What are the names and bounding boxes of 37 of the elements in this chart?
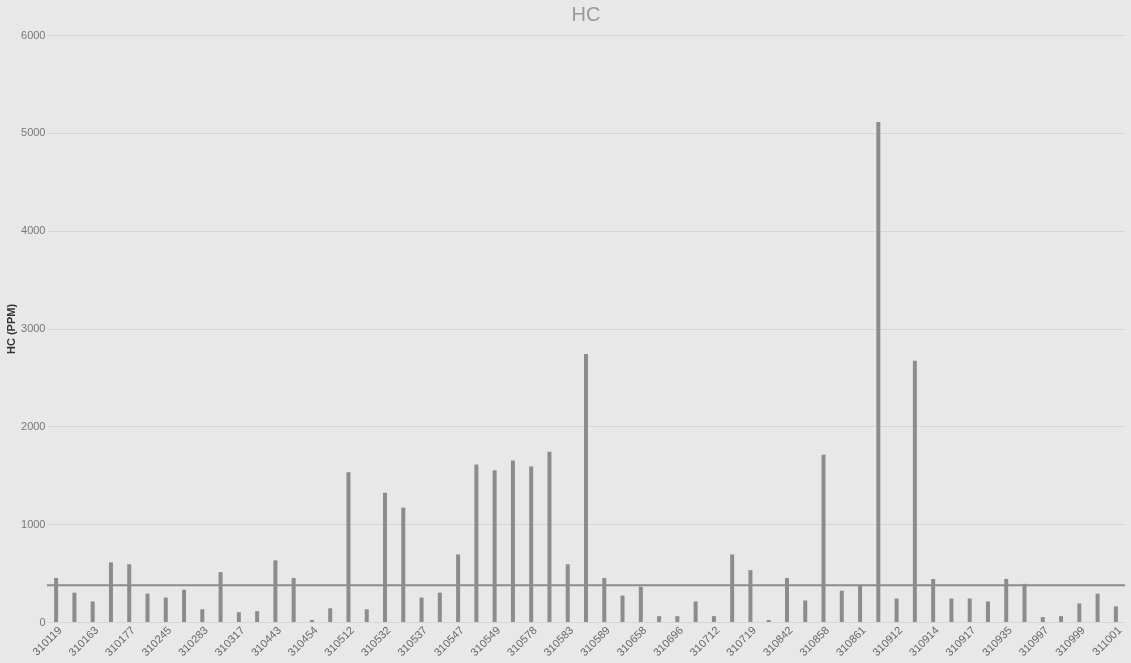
bar: [72, 592, 77, 622]
bar: [364, 609, 369, 622]
bar: [1113, 606, 1118, 622]
bar: [839, 590, 844, 622]
y-tick-label: 0: [39, 615, 46, 628]
bar: [985, 601, 990, 622]
bar: [949, 598, 954, 622]
bar: [620, 595, 625, 622]
bar: [1059, 616, 1064, 622]
bar: [328, 608, 333, 622]
bar: [236, 612, 241, 622]
bar: [657, 616, 662, 622]
y-tick-label: 4000: [21, 224, 46, 237]
bar: [675, 616, 680, 622]
bar: [163, 597, 168, 622]
bar: [693, 601, 698, 622]
bar: [437, 592, 442, 622]
bar: [894, 598, 899, 622]
chart-title: HC: [571, 3, 601, 25]
y-tick-label: 5000: [21, 126, 46, 139]
bar: [1077, 603, 1082, 622]
bar: [90, 601, 95, 622]
y-tick-label: 6000: [21, 28, 46, 41]
bar: [967, 598, 972, 622]
bar: [1095, 593, 1100, 622]
bar: [1040, 617, 1045, 622]
bar: [200, 609, 205, 622]
bar: [145, 593, 150, 622]
bar: [255, 611, 260, 622]
bar: [711, 616, 716, 622]
y-tick-label: 2000: [21, 419, 46, 432]
y-tick-label: 3000: [21, 322, 46, 334]
y-axis-title: HC (PPM): [5, 303, 18, 355]
bar: [419, 597, 424, 622]
y-tick-label: 1000: [21, 517, 46, 530]
bar: [182, 589, 187, 622]
bar: [803, 600, 808, 622]
